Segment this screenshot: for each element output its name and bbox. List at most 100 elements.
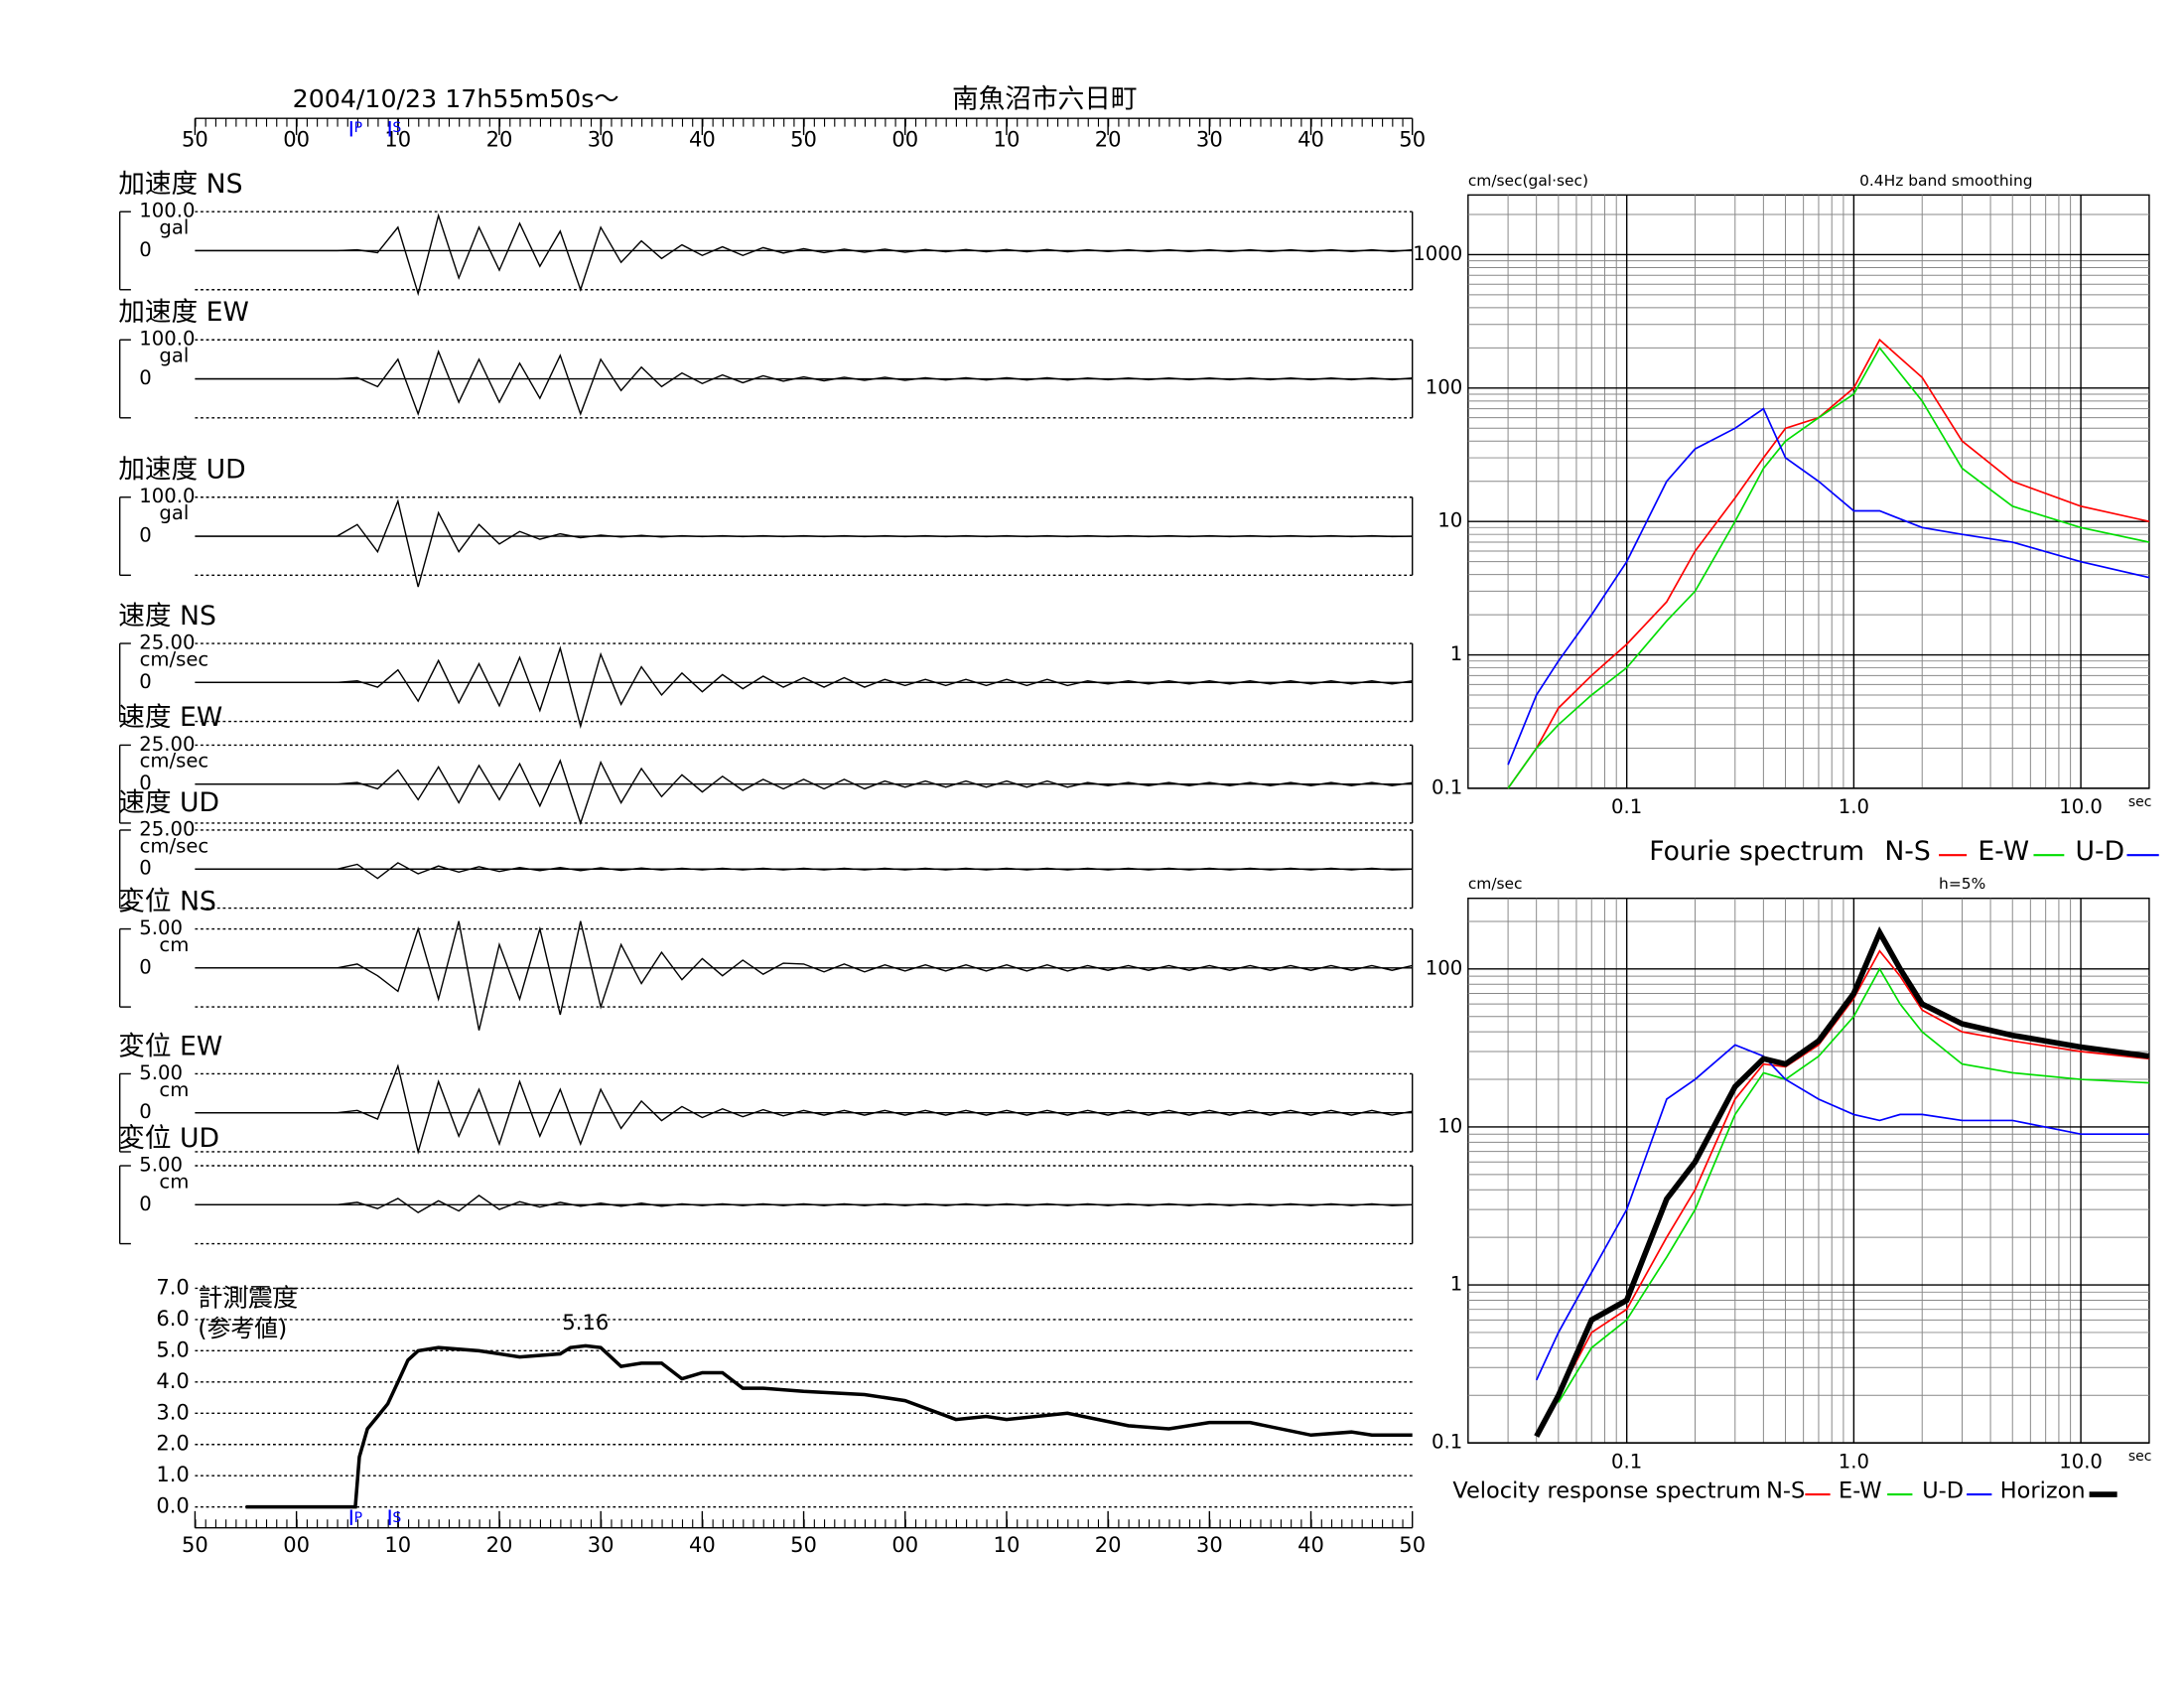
- y-tick-label: 7.0: [156, 1274, 189, 1299]
- x-axis-unit: sec: [2128, 1449, 2152, 1465]
- y-tick-label: 1: [1450, 1273, 1463, 1296]
- y-tick-label: 3.0: [156, 1399, 189, 1424]
- waveform: [195, 349, 1413, 416]
- unit-label: cm: [159, 933, 189, 956]
- x-tick-label: 0.1: [1611, 1450, 1642, 1473]
- legend-label: E-W: [1978, 836, 2029, 867]
- legend-label: U-D: [2076, 836, 2125, 867]
- y-tick-label: 10: [1437, 509, 1462, 532]
- x-tick-label: 20: [486, 127, 513, 152]
- y-tick-label: 100.0: [139, 485, 195, 507]
- x-tick-label: 30: [1196, 127, 1223, 152]
- spectrum-line: [1507, 346, 2150, 789]
- spectrum-line: [1558, 967, 2149, 1403]
- unit-label: gal: [159, 216, 189, 239]
- x-tick-label: 50: [182, 127, 208, 152]
- x-tick-label: 30: [588, 127, 614, 152]
- unit-label: gal: [159, 501, 189, 524]
- panel-label: 変位 UD: [118, 1123, 219, 1154]
- y-tick-label: 0: [139, 524, 152, 547]
- unit-label: cm/sec: [140, 750, 209, 773]
- y-tick-label: 100: [1426, 956, 1462, 979]
- intensity-line: [245, 1343, 1413, 1509]
- y-tick-label: 0.0: [156, 1493, 189, 1518]
- unit-label: cm/sec: [140, 647, 209, 670]
- x-tick-label: 10: [994, 127, 1021, 152]
- y-tick-label: 10: [1437, 1114, 1462, 1137]
- x-tick-label: 40: [689, 1532, 716, 1557]
- phase-label: P: [354, 120, 362, 136]
- y-tick-label: 100.0: [139, 328, 195, 351]
- x-tick-label: 00: [891, 127, 918, 152]
- x-tick-label: 40: [1297, 127, 1324, 152]
- y-tick-label: 0: [139, 955, 152, 978]
- panel-label: 加速度 EW: [118, 297, 249, 328]
- waveform: [195, 1063, 1413, 1155]
- panel-label: 加速度 UD: [118, 455, 245, 486]
- axis-unit: cm/sec(gal·sec): [1468, 172, 1588, 190]
- y-tick-label: 5.00: [139, 916, 183, 939]
- y-tick-label: 0: [139, 670, 152, 693]
- y-tick-label: 2.0: [156, 1431, 189, 1456]
- chart-title: Velocity response spectrum: [1452, 1478, 1760, 1504]
- y-tick-label: 1: [1450, 642, 1463, 665]
- x-tick-label: 10.0: [2059, 795, 2103, 818]
- phase-label: S: [392, 120, 401, 136]
- legend-label: U-D: [1922, 1478, 1964, 1504]
- y-tick-label: 100: [1426, 375, 1462, 398]
- panel-label: 変位 NS: [118, 886, 216, 916]
- waveform: [195, 645, 1413, 730]
- y-tick-label: 0: [139, 1193, 152, 1215]
- x-tick-label: 30: [1196, 1532, 1223, 1557]
- y-tick-label: 0.1: [1432, 775, 1462, 798]
- x-axis-unit: sec: [2128, 794, 2152, 810]
- x-tick-label: 50: [790, 127, 817, 152]
- x-tick-label: 10: [384, 1532, 411, 1557]
- y-tick-label: 0: [139, 772, 152, 794]
- y-tick-label: 100.0: [139, 200, 195, 222]
- spectrum-line: [1534, 925, 2150, 1438]
- y-tick-label: 0.1: [1432, 1431, 1462, 1454]
- x-tick-label: 40: [689, 127, 716, 152]
- x-tick-label: 20: [1095, 1532, 1122, 1557]
- panel-label: 速度 UD: [118, 787, 219, 818]
- legend-label: N-S: [1884, 836, 1930, 867]
- y-tick-label: 1000: [1413, 242, 1462, 265]
- x-tick-label: 50: [1399, 1532, 1426, 1557]
- phase-label: P: [354, 1510, 362, 1526]
- spectrum-line: [1507, 407, 2150, 766]
- y-tick-label: 6.0: [156, 1306, 189, 1331]
- unit-label: cm: [159, 1170, 189, 1193]
- waveform: [195, 862, 1413, 880]
- y-tick-label: 0: [139, 1100, 152, 1123]
- peak-label: 5.16: [562, 1310, 609, 1335]
- x-tick-label: 1.0: [1839, 795, 1869, 818]
- y-tick-label: 0: [139, 857, 152, 880]
- y-tick-label: 5.00: [139, 1154, 183, 1177]
- station-name: 南魚沼市六日町: [952, 83, 1138, 114]
- waveform: [195, 498, 1413, 588]
- unit-label: cm/sec: [140, 834, 209, 857]
- chart-note: h=5%: [1939, 875, 1985, 893]
- y-tick-label: 5.0: [156, 1336, 189, 1361]
- legend-label: N-S: [1766, 1478, 1805, 1504]
- legend-label: E-W: [1839, 1478, 1882, 1504]
- panel-label: 加速度 NS: [118, 169, 242, 200]
- panel-label: 速度 NS: [118, 601, 216, 632]
- waveform: [195, 212, 1413, 297]
- x-tick-label: 40: [1297, 1532, 1324, 1557]
- x-tick-label: 00: [891, 1532, 918, 1557]
- x-tick-label: 30: [588, 1532, 614, 1557]
- y-tick-label: 25.00: [139, 817, 195, 840]
- x-tick-label: 50: [790, 1532, 817, 1557]
- chart-note: 0.4Hz band smoothing: [1859, 172, 2032, 190]
- y-tick-label: 25.00: [139, 733, 195, 756]
- unit-label: cm: [159, 1078, 189, 1101]
- legend-label: Horizon: [2000, 1478, 2086, 1504]
- waveform: [195, 1195, 1413, 1213]
- x-tick-label: 50: [182, 1532, 208, 1557]
- x-tick-label: 20: [486, 1532, 513, 1557]
- y-tick-label: 0: [139, 366, 152, 389]
